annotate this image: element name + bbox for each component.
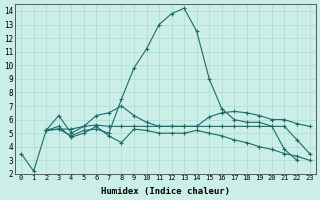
X-axis label: Humidex (Indice chaleur): Humidex (Indice chaleur) bbox=[101, 187, 230, 196]
